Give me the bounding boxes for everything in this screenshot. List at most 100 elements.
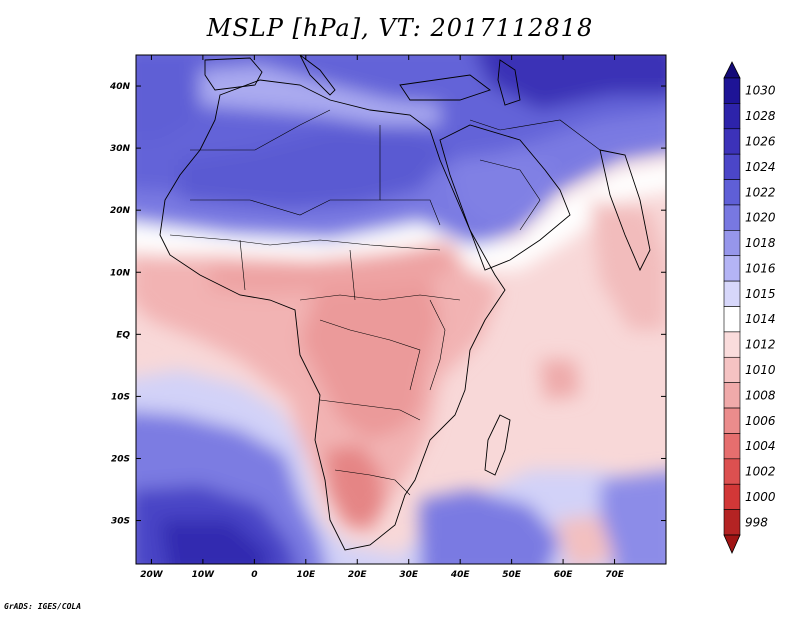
colorbar-swatch <box>723 433 741 460</box>
latitude-axis: 40N 30N 20N 10N EQ 10S 20S 30S <box>109 82 666 527</box>
colorbar-swatch <box>723 103 741 130</box>
colorbar-swatch <box>723 483 741 510</box>
grads-credit: GrADS: IGES/COLA <box>4 602 82 611</box>
colorbar-label: 1000 <box>745 490 776 504</box>
colorbar-swatch <box>723 509 741 536</box>
border-central <box>299 294 461 301</box>
lon-tick-label: 40E <box>450 570 471 580</box>
border-middle-east <box>469 119 601 151</box>
colorbar-swatch <box>723 204 741 231</box>
borders <box>169 109 601 496</box>
border-sahel <box>169 234 441 251</box>
border-vertical-west <box>239 239 246 291</box>
colorbar: 1030 1028 1026 1024 1022 1020 1018 1016 1015 1014… <box>723 61 776 554</box>
lat-tick-label: 20S <box>111 454 130 464</box>
arabia-high <box>450 150 560 230</box>
colorbar-label: 1014 <box>745 312 776 326</box>
coastlines <box>159 55 651 551</box>
colorbar-swatch <box>723 280 741 307</box>
colorbar-swatch <box>723 356 741 383</box>
lon-tick-label: 70E <box>605 570 625 580</box>
colorbar-swatch <box>723 306 741 333</box>
colorbar-label: 1008 <box>745 388 776 402</box>
lon-tick-label: 30E <box>399 570 419 580</box>
transition-band-north <box>136 162 666 270</box>
colorbar-swatch <box>723 382 741 409</box>
indian-ocean-low <box>590 200 666 330</box>
lat-tick-label: 30S <box>111 517 130 527</box>
plot-frame <box>135 54 667 565</box>
sahara-high <box>180 130 450 210</box>
map-title: MSLP [hPa], VT: 2017112818 <box>206 14 594 42</box>
border-southern <box>319 399 421 421</box>
lon-tick-label: 10W <box>192 570 216 580</box>
colorbar-label: 1015 <box>745 287 776 301</box>
lat-tick-label: 10S <box>111 392 130 402</box>
border-arabia <box>479 159 541 231</box>
lon-tick-label: 20E <box>348 570 368 580</box>
south-indian-high-east <box>600 471 666 564</box>
colorbar-swatch <box>723 331 741 358</box>
colorbar-swatch <box>723 128 741 155</box>
lat-tick-label: 10N <box>110 268 131 278</box>
colorbar-label: 1010 <box>745 363 776 377</box>
colorbar-swatch <box>723 230 741 257</box>
mascarene-low <box>540 360 580 400</box>
turkey-coastline <box>399 74 491 101</box>
india-coastline <box>599 149 651 272</box>
lon-tick-label: 0 <box>251 570 257 580</box>
border-libya-egypt <box>380 199 441 226</box>
colorbar-label: 1012 <box>745 338 776 352</box>
border-sahara-north <box>190 125 381 216</box>
colorbar-swatch <box>723 255 741 282</box>
colorbar-swatch <box>723 458 741 485</box>
colorbar-label: 1022 <box>745 185 776 199</box>
colorbar-label: 1030 <box>745 84 776 98</box>
sahel-low <box>210 245 460 295</box>
colorbar-swatch <box>723 407 741 434</box>
border-maghreb <box>190 109 331 151</box>
pressure-field <box>136 55 666 564</box>
lat-tick-label: 30N <box>110 144 131 154</box>
colorbar-label: 1006 <box>745 414 776 428</box>
border-congo <box>319 319 421 391</box>
colorbar-swatch <box>723 179 741 206</box>
colorbar-label: 1016 <box>745 261 776 275</box>
colorbar-label: 1018 <box>745 236 776 250</box>
lon-tick-label: 10E <box>296 570 316 580</box>
africa-coastline <box>159 79 506 551</box>
central-africa-low <box>300 270 440 440</box>
italy-coastline <box>299 55 336 96</box>
madagascar-coastline <box>484 414 511 476</box>
colorbar-label: 1028 <box>745 109 776 123</box>
caspian-coastline <box>497 59 521 106</box>
northeast-high <box>476 55 666 110</box>
colorbar-label: 1026 <box>745 134 776 148</box>
longitude-axis: 20W 10W 0 10E 20E 30E 40E 50E 60E 70E <box>140 55 625 580</box>
iberia-coastline <box>204 57 263 91</box>
south-indian-high <box>420 490 560 564</box>
lon-tick-label: 50E <box>502 570 522 580</box>
lat-tick-label: EQ <box>116 330 130 340</box>
south-atlantic-deep-core <box>160 520 270 564</box>
lon-tick-label: 20W <box>140 570 164 580</box>
colorbar-swatch <box>723 77 741 104</box>
colorbar-top-arrow <box>723 61 741 79</box>
colorbar-swatch <box>723 153 741 180</box>
colorbar-label: 998 <box>745 515 768 529</box>
border-vertical-central <box>349 249 356 301</box>
colorbar-label: 1004 <box>745 439 776 453</box>
colorbar-label: 1024 <box>745 160 776 174</box>
south-east-low-patch <box>555 515 615 564</box>
lat-tick-label: 40N <box>109 82 131 92</box>
atlantic-north-high <box>136 55 200 140</box>
kalahari-low <box>325 445 385 530</box>
lat-tick-label: 20N <box>110 206 131 216</box>
border-south-africa <box>334 469 411 496</box>
colorbar-bottom-arrow <box>723 534 741 554</box>
arabia-coastline <box>439 124 571 271</box>
border-east-africa <box>429 299 446 391</box>
lon-tick-label: 60E <box>554 570 574 580</box>
colorbar-label: 1020 <box>745 211 776 225</box>
